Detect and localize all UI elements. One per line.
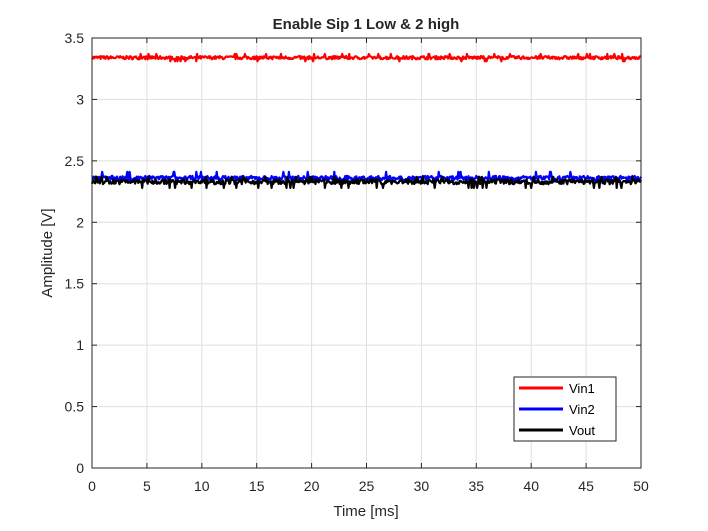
y-tick-label: 2.5 bbox=[65, 153, 85, 169]
x-tick-label: 25 bbox=[359, 478, 375, 494]
x-tick-label: 0 bbox=[88, 478, 96, 494]
y-tick-label: 2 bbox=[76, 214, 84, 230]
series-line-vout bbox=[90, 175, 643, 189]
x-tick-label: 10 bbox=[194, 478, 210, 494]
y-tick-label: 1.5 bbox=[65, 276, 85, 292]
x-tick-label: 35 bbox=[469, 478, 485, 494]
y-tick-label: 0.5 bbox=[65, 399, 85, 415]
y-axis-ticks: 0 0.5 1 1.5 2 2.5 3 3.5 bbox=[65, 30, 641, 476]
x-tick-label: 15 bbox=[249, 478, 265, 494]
x-tick-label: 30 bbox=[414, 478, 430, 494]
y-tick-label: 3 bbox=[76, 91, 84, 107]
legend-label-vin1: Vin1 bbox=[569, 381, 595, 396]
x-tick-label: 45 bbox=[578, 478, 594, 494]
legend[interactable]: Vin1 Vin2 Vout bbox=[513, 376, 617, 442]
x-tick-label: 40 bbox=[523, 478, 539, 494]
x-tick-label: 5 bbox=[143, 478, 151, 494]
y-axis-label: Amplitude [V] bbox=[39, 208, 56, 297]
plot-area bbox=[90, 52, 643, 189]
chart-title: Enable Sip 1 Low & 2 high bbox=[273, 16, 460, 33]
legend-label-vout: Vout bbox=[569, 423, 595, 438]
y-tick-label: 1 bbox=[76, 337, 84, 353]
y-tick-label: 3.5 bbox=[65, 30, 85, 46]
x-axis-ticks: 0 5 10 15 20 25 30 35 40 45 50 bbox=[88, 38, 649, 494]
y-tick-label: 0 bbox=[76, 460, 84, 476]
series-line-vin1 bbox=[91, 52, 642, 63]
x-tick-label: 50 bbox=[633, 478, 649, 494]
x-tick-label: 20 bbox=[304, 478, 320, 494]
legend-label-vin2: Vin2 bbox=[569, 402, 595, 417]
grid-lines bbox=[92, 38, 641, 468]
x-axis-label: Time [ms] bbox=[333, 503, 398, 520]
